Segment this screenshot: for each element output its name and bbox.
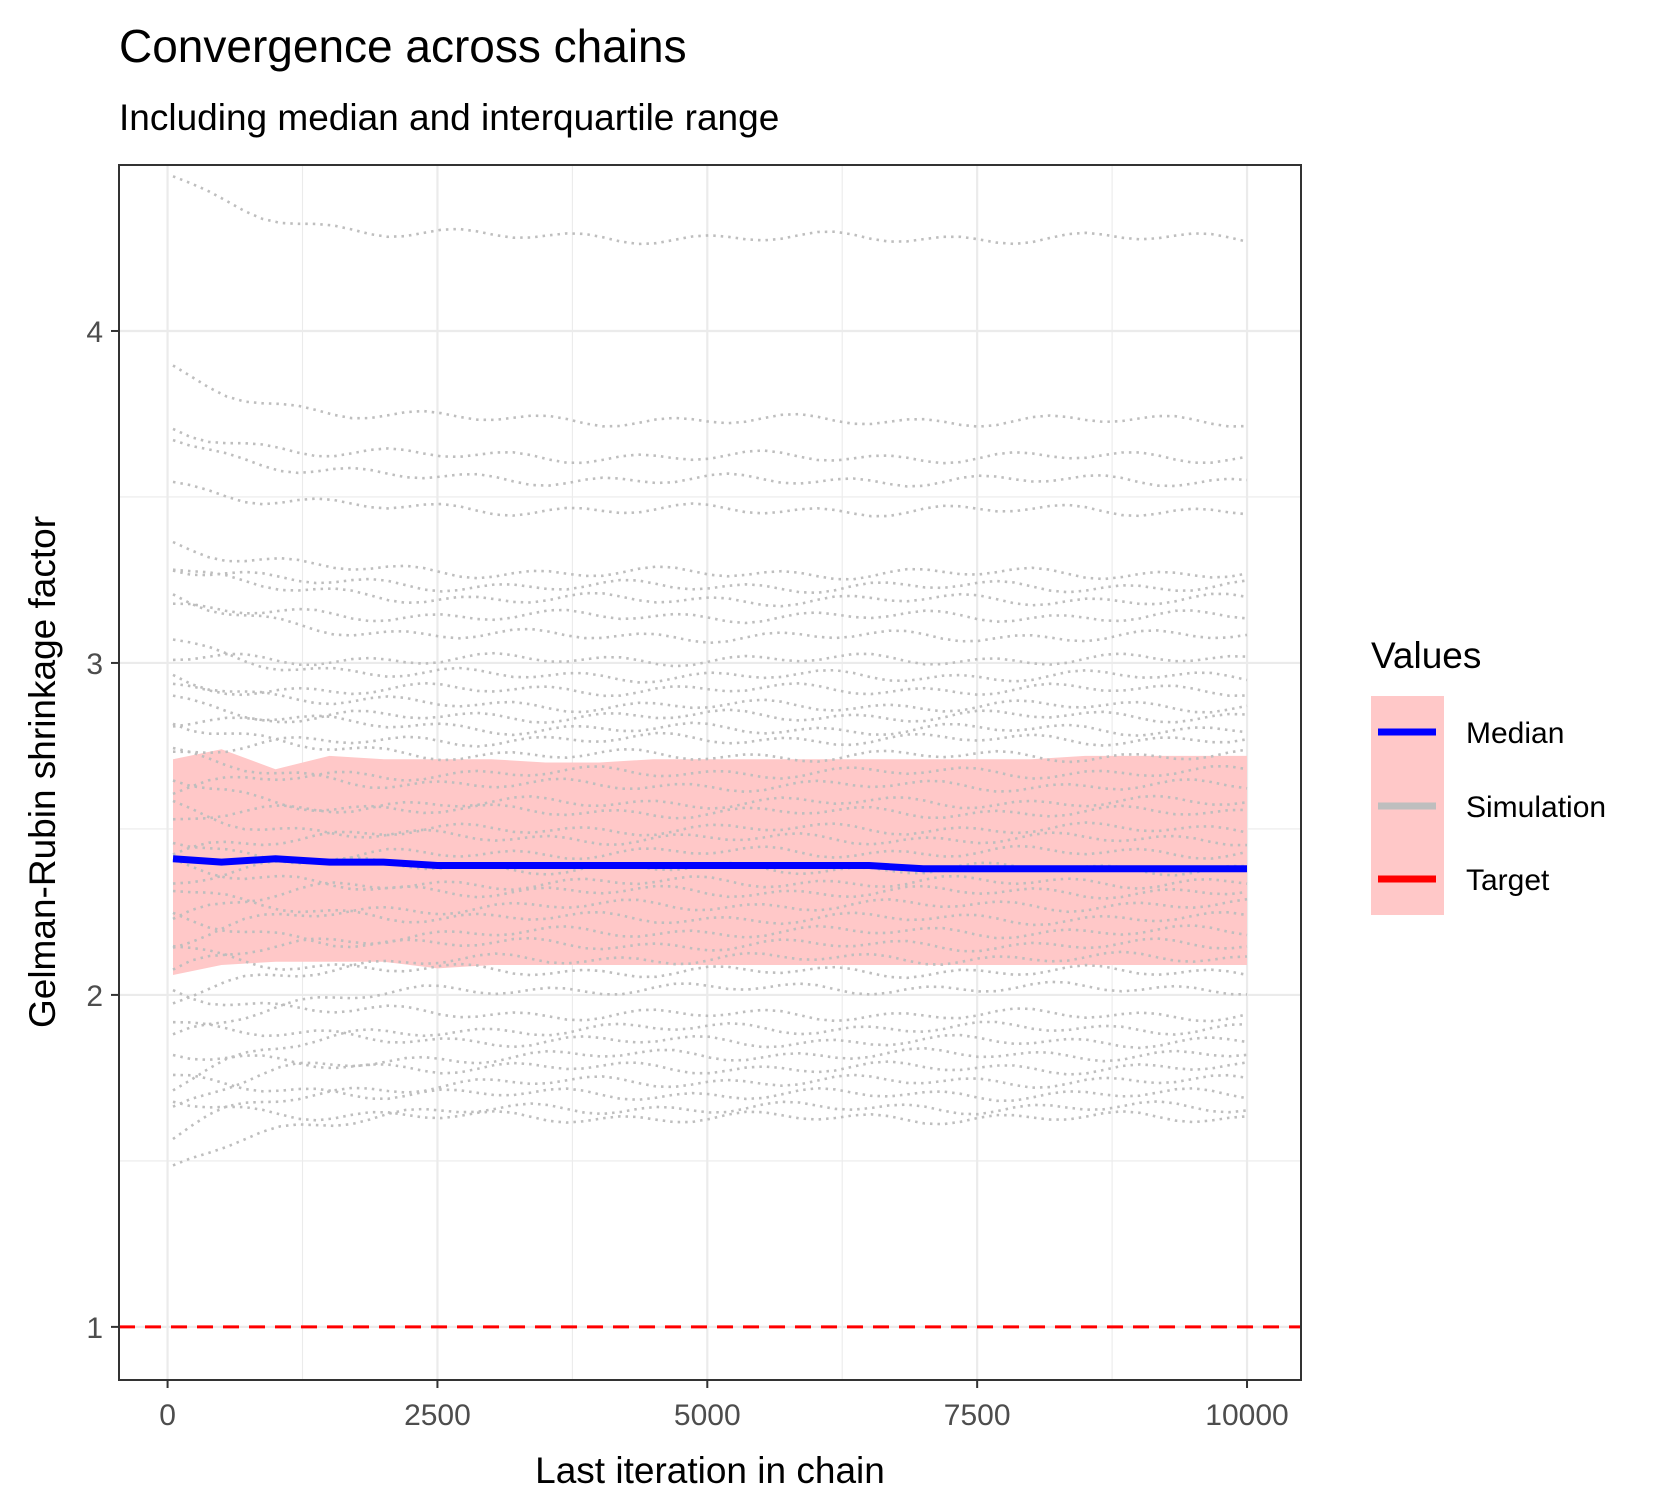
simulation-line xyxy=(172,1053,1248,1076)
y-tick-label: 1 xyxy=(86,1312,103,1345)
simulation-line xyxy=(172,722,1248,764)
median-line xyxy=(172,855,1247,873)
simulation-line xyxy=(172,1100,1248,1167)
simulation-line xyxy=(172,1020,1248,1050)
simulation-line xyxy=(172,1046,1248,1108)
simulation-line xyxy=(172,638,1248,684)
simulation-line xyxy=(172,681,1248,698)
y-tick-label: 3 xyxy=(86,648,103,681)
simulation-line xyxy=(172,950,1248,1005)
x-tick-label: 10000 xyxy=(1205,1399,1288,1432)
simulation-line xyxy=(172,569,1248,595)
y-axis-title: Gelman-Rubin shrinkage factor xyxy=(22,516,63,1028)
simulation-line xyxy=(172,651,1248,668)
simulation-line xyxy=(172,889,1248,927)
simulation-line xyxy=(172,1100,1248,1126)
legend: Values Median Simulation Target xyxy=(1371,635,1606,915)
simulation-line xyxy=(172,593,1248,645)
simulation-line xyxy=(172,731,1248,755)
simulation-line xyxy=(172,175,1248,246)
panel-border xyxy=(118,164,1302,1381)
x-tick-label: 7500 xyxy=(944,1399,1011,1432)
simulation-line xyxy=(172,821,1248,856)
x-tick-label: 5000 xyxy=(674,1399,741,1432)
simulation-line xyxy=(172,602,1248,625)
legend-title: Values xyxy=(1371,635,1481,676)
legend-label-target: Target xyxy=(1466,864,1550,897)
x-axis: 0 2500 5000 7500 10000 xyxy=(159,1380,1289,1432)
simulation-line xyxy=(172,841,1248,877)
simulation-line xyxy=(172,364,1248,428)
legend-label-median: Median xyxy=(1466,717,1564,750)
plot-panel xyxy=(118,164,1302,1381)
y-axis: 1 2 3 4 xyxy=(86,316,119,1345)
legend-label-simulation: Simulation xyxy=(1466,791,1606,824)
simulation-line xyxy=(172,568,1248,608)
x-axis-title: Last iteration in chain xyxy=(535,1450,885,1491)
simulation-line xyxy=(172,944,1248,980)
simulation-line xyxy=(172,799,1247,847)
simulation-line xyxy=(172,1073,1248,1103)
x-tick-label: 0 xyxy=(159,1399,176,1432)
grid-lines xyxy=(119,165,1301,1380)
simulation-line xyxy=(172,794,1248,821)
chart-subtitle: Including median and interquartile range xyxy=(119,97,779,138)
y-tick-label: 4 xyxy=(86,316,103,349)
chart-title: Convergence across chains xyxy=(119,20,687,72)
simulation-lines xyxy=(172,175,1248,1167)
y-tick-label: 2 xyxy=(86,980,103,1013)
x-tick-label: 2500 xyxy=(404,1399,471,1432)
simulation-line xyxy=(172,897,1248,950)
simulation-line xyxy=(172,708,1248,728)
simulation-line xyxy=(172,980,1248,1036)
